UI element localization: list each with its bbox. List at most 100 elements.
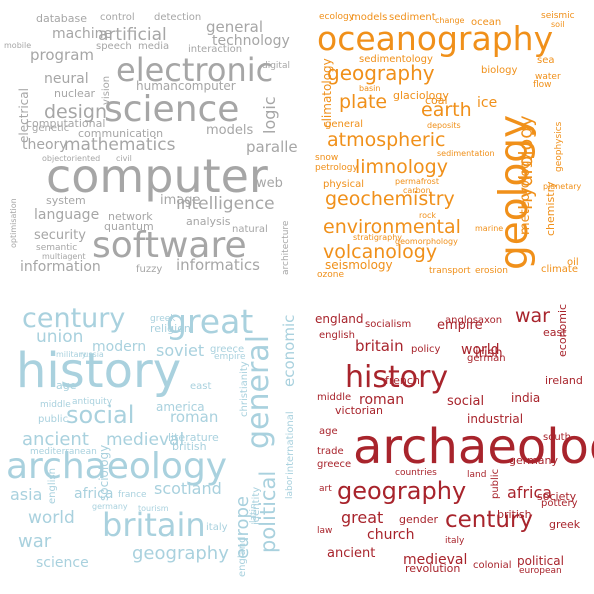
cloud-word: ice: [477, 95, 498, 111]
cloud-word: medieval: [403, 552, 468, 568]
cloud-word: climatology: [320, 58, 334, 128]
cloud-word: britain: [355, 337, 404, 355]
cloud-word: oceanography: [317, 19, 554, 58]
cloud-word: geography: [132, 543, 229, 564]
cloud-word: africa: [74, 486, 114, 502]
cloud-word: greece: [210, 344, 245, 355]
cloud-word: empire: [437, 318, 483, 333]
cloud-word: deposits: [427, 121, 461, 130]
cloud-word: seismology: [325, 258, 393, 272]
cloud-word: semantic: [36, 243, 78, 253]
cloud-word: mathematics: [64, 135, 176, 155]
cloud-word: ozone: [317, 270, 344, 280]
cloud-word: sedimentology: [359, 54, 433, 65]
cloud-word: english: [319, 330, 355, 341]
cloud-word: italy: [445, 536, 465, 546]
cloud-word: policy: [411, 344, 441, 355]
cloud-word: christianity: [239, 361, 250, 417]
cloud-word: climate: [541, 264, 578, 275]
cloud-word: network: [108, 210, 153, 223]
cloud-word: informatics: [176, 256, 260, 274]
cloud-word: military: [56, 350, 87, 359]
cloud-word: greek: [549, 518, 581, 531]
cloud-word: church: [367, 527, 415, 543]
cloud-word: public: [38, 414, 69, 425]
cloud-word: science: [36, 555, 89, 571]
cloud-word: parallel: [246, 138, 297, 156]
cloud-word: art: [319, 484, 332, 494]
cloud-word: public: [490, 468, 501, 499]
cloud-word: sociology: [97, 444, 111, 501]
cloud-word: latin: [249, 503, 259, 523]
cloud-word: tourism: [138, 504, 169, 513]
cloud-word: program: [30, 46, 95, 64]
cloud-word: civil: [116, 154, 132, 163]
cloud-word: marine: [475, 224, 504, 233]
cloud-word: france: [118, 490, 147, 500]
cloud-word: architecture: [281, 220, 291, 275]
cloud-word: soviet: [156, 341, 205, 360]
cloud-word: control: [100, 12, 135, 23]
cloud-word: geophysics: [554, 121, 564, 172]
cloud-word: social: [447, 394, 485, 409]
cloud-word: humancomputer: [136, 79, 236, 93]
word-cloud-history-blue: history archaeology britain great century soc…: [0, 297, 297, 594]
cloud-word: general: [325, 119, 364, 130]
cloud-word: rock: [419, 211, 437, 220]
cloud-word: image: [160, 193, 201, 208]
cloud-word: interaction: [188, 44, 243, 55]
cloud-word: antiquity: [72, 397, 113, 407]
cloud-word: language: [34, 207, 100, 223]
cloud-word: ancient: [22, 429, 89, 450]
cloud-word: analysis: [186, 215, 231, 228]
cloud-word: germany: [92, 502, 128, 511]
cloud-word: carbon: [403, 186, 431, 195]
cloud-word: religion: [150, 322, 191, 335]
cloud-word: america: [156, 400, 205, 414]
cloud-word: design: [44, 101, 108, 123]
cloud-word: middle: [317, 392, 352, 403]
cloud-word: permafrost: [395, 177, 439, 186]
cloud-word: asia: [10, 485, 43, 504]
cloud-word: anglosaxon: [445, 315, 503, 326]
cloud-word: security: [34, 228, 86, 243]
cloud-word: limnology: [355, 156, 448, 178]
cloud-word: great: [341, 508, 384, 527]
cloud-word: literature: [168, 431, 219, 444]
cloud-word: electrical: [17, 88, 31, 143]
cloud-word: ireland: [545, 374, 583, 387]
cloud-word: empire: [214, 352, 246, 362]
cloud-word: objectoriented: [42, 154, 101, 163]
cloud-word: political: [517, 554, 564, 568]
cloud-word: french: [385, 374, 420, 387]
cloud-word: countries: [395, 468, 437, 478]
cloud-word: labor: [285, 476, 295, 499]
cloud-word: communication: [78, 127, 164, 140]
cloud-word: electronic: [116, 51, 274, 89]
cloud-word: great: [166, 302, 254, 341]
cloud-word: technology: [212, 33, 290, 49]
cloud-word: neural: [44, 71, 89, 87]
cloud-word: basin: [359, 84, 381, 93]
cloud-word: russia: [80, 350, 104, 359]
cloud-word: trade: [317, 446, 344, 457]
cloud-word: sea: [537, 55, 555, 66]
cloud-word: meteorology: [518, 152, 533, 235]
cloud-word: land: [467, 470, 487, 480]
cloud-word: computational: [26, 117, 106, 130]
cloud-word: economic: [556, 303, 569, 357]
cloud-word: britain: [102, 506, 206, 544]
cloud-word: digital: [262, 61, 290, 71]
cloud-word: century: [445, 507, 534, 533]
cloud-word: detection: [154, 12, 202, 23]
cloud-word: mediterranean: [30, 447, 97, 457]
cloud-word: mobile: [4, 41, 32, 50]
cloud-word: international: [285, 411, 296, 475]
cloud-word: models: [206, 123, 254, 138]
cloud-word: india: [511, 391, 541, 405]
cloud-word: sedimentation: [437, 149, 495, 158]
cloud-word: geography: [327, 61, 435, 85]
cloud-word: world: [461, 342, 500, 358]
cloud-word: computer: [46, 149, 268, 203]
cloud-word: glaciology: [393, 89, 449, 102]
